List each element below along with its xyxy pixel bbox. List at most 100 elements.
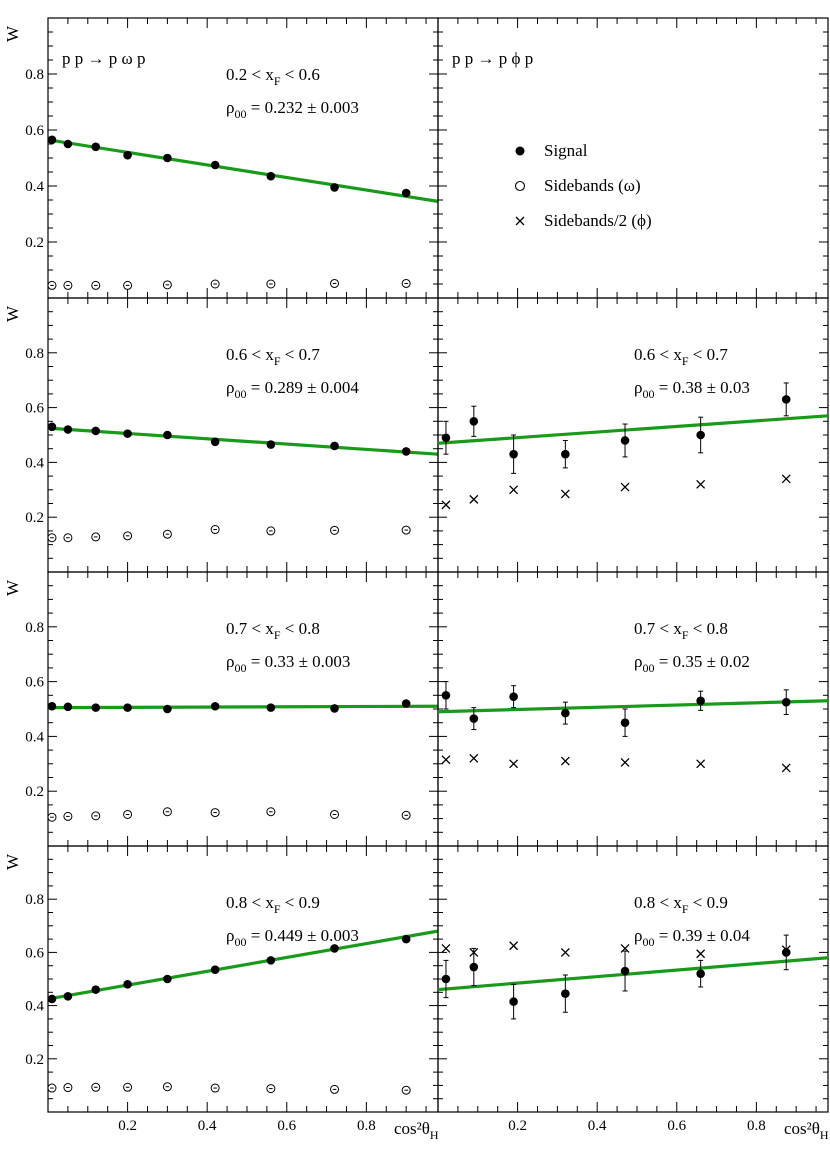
sideband-point [401,278,411,288]
y-tick-label: 0.2 [25,1052,44,1068]
legend-label: Sidebands/2 (ϕ) [544,211,652,230]
signal-point [91,703,101,712]
sideband-cross [509,485,519,495]
signal-point [266,703,276,712]
y-axis-title: W [3,25,22,42]
sideband-point [91,532,101,542]
signal-point [63,702,73,712]
xf-range-label: 0.6 < xF < 0.7 [226,345,320,368]
fit-line [438,956,828,992]
fit-line [48,929,438,1001]
y-tick-label: 0.8 [25,346,44,362]
fit-line [48,138,438,203]
y-axis-title: W [3,853,22,870]
sideband-point [63,533,73,543]
sideband-cross [620,943,630,953]
signal-point [401,447,411,456]
sideband-cross [696,479,706,489]
sideband-point [123,280,133,290]
x-tick-label: 0.8 [357,1118,376,1134]
y-tick-label: 0.8 [25,892,44,908]
y-axis-title: W [3,305,22,322]
sideband-point [330,1084,340,1094]
sideband-point [210,1083,220,1093]
fit-line [48,704,438,710]
rho-label: ρ00 = 0.39 ± 0.04 [634,926,750,949]
sideband-cross [781,474,791,484]
signal-point [509,692,518,701]
signal-point [210,965,220,974]
signal-point [210,701,220,711]
signal-point [123,980,132,989]
signal-point [401,188,411,198]
legend-marker-signal [515,146,525,156]
signal-point [620,436,630,445]
sideband-cross [620,757,630,767]
sideband-point [330,525,340,535]
signal-point [561,708,570,718]
sideband-cross [560,947,570,957]
sideband-point [123,809,133,819]
y-tick-label: 0.4 [25,729,44,745]
y-tick-label: 0.8 [25,67,44,83]
signal-point [163,704,172,714]
signal-point [266,171,276,181]
signal-point [330,944,339,953]
fit-line [48,426,438,456]
signal-point [210,160,220,170]
sideband-point [162,280,172,290]
signal-point [163,153,172,163]
sideband-cross [441,943,451,953]
sideband-point [266,526,276,536]
signal-point [91,426,101,436]
signal-point [401,699,411,708]
sideband-point [401,810,411,820]
y-tick-label: 0.8 [25,620,44,636]
panel-plot-area [48,699,438,822]
signal-point [469,417,479,426]
signal-point [48,135,57,145]
signal-point [781,948,791,957]
sideband-point [266,1084,276,1094]
signal-point [48,701,57,711]
legend-marker-sidebands-phi [515,216,525,226]
sideband-point [162,529,172,539]
signal-point [91,985,101,994]
panel-omega-1: 0.2 0.4 0.6 0.8 Wp p → p ω p 0.2 < xF < 0.6 ρ0… [3,17,439,299]
signal-point [561,989,570,998]
y-tick-label: 0.4 [25,179,44,195]
signal-point [330,704,339,713]
sideband-cross [469,494,479,504]
signal-point [441,433,451,443]
fit-line [438,414,828,445]
sideband-point [210,525,220,535]
legend-label: Signal [544,141,588,160]
sideband-point [48,533,57,543]
sideband-point [266,279,276,289]
panel-plot-area [438,934,828,1020]
sideband-point [401,525,411,535]
rho-label: ρ00 = 0.232 ± 0.003 [226,98,359,121]
xf-range-label: 0.7 < xF < 0.8 [634,619,728,642]
panel-omega-4: 0.2 0.4 0.6 0.8 W 0.2 0.4 0.6 0.8 cos²θH 0.8 < xF … [3,845,439,1142]
rho-label: ρ00 = 0.33 ± 0.003 [226,652,350,675]
panel-phi-4: 0.2 0.4 0.6 0.8 cos²θH 0.8 < xF < 0.9 ρ00 = 0.… [437,845,829,1142]
sideband-cross [509,941,519,951]
sideband-cross [696,949,706,959]
y-tick-label: 0.4 [25,455,44,471]
xf-range-label: 0.2 < xF < 0.6 [226,65,320,88]
y-tick-label: 0.6 [25,401,44,417]
y-axis-title: W [3,579,22,596]
y-tick-label: 0.2 [25,235,44,251]
sideband-point [330,809,340,819]
xf-range-label: 0.8 < xF < 0.9 [226,893,320,916]
panel-omega-3: 0.2 0.4 0.6 0.8 W 0.7 < xF < 0.8 ρ00 = 0.33 ± … [3,571,439,847]
xf-range-label: 0.6 < xF < 0.7 [634,345,728,368]
signal-point [469,714,479,723]
signal-point [266,440,276,449]
x-tick-label: 0.6 [277,1118,296,1134]
panel-phi-3: 0.7 < xF < 0.8 ρ00 = 0.35 ± 0.02 [437,571,829,847]
fit-line [438,699,828,714]
signal-point [696,969,705,978]
